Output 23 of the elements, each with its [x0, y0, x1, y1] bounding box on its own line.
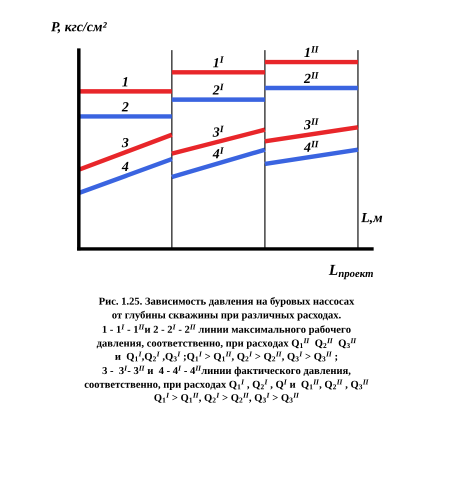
series-label: 3 [122, 138, 128, 148]
series-label: 1$^{II}$ [304, 46, 319, 57]
x-axis-title: L,м [361, 213, 382, 224]
series-label: 2$^{I}$ [212, 84, 224, 95]
text: от глубины скважины при различных расходах. [112, 310, 341, 321]
series-label: 4$^{I}$ [212, 147, 224, 158]
series-label: 4 [122, 162, 128, 171]
text: 3 - 3$^{I}$- 3$^{II}$ и 4 - 4$^{I}$ - 4$^{II}$линии фактического давления, [102, 366, 350, 376]
series-label: 2 [122, 102, 128, 112]
series-label: 2$^{II}$ [304, 72, 319, 83]
text: Рис. 1.25. Зависимость давления на буровых нассосах [98, 297, 354, 307]
series-label: 3$^{I}$ [212, 126, 224, 137]
text: и Q$_{1}$$^{I}$,Q$_{2}$$^{I}$ ,Q$_{3}$$^{I}$ ;Q$_{1}$$^{I}$ > Q$_{1}$$^{II}$, Q$_{2}$$^{I}$ > Q$_{2}$$^{II}$, Q$_{3}$$^{I}$ > Q$_{3}$$^{II}$ ; [115, 352, 338, 362]
y-axis-title: P, кгс/см² [50, 22, 107, 34]
series-label: 1 [122, 77, 128, 86]
text: Q$_{1}$$^{I}$ > Q$_{1}$$^{II}$, Q$_{2}$$^{I}$ > Q$_{2}$$^{II}$, Q$_{3}$$^{I}$ > Q$_{3}$$^{II}$ [154, 392, 300, 403]
series-label: 4$^{II}$ [304, 140, 319, 152]
series-label: 3$^{II}$ [304, 118, 319, 130]
text: 1 - 1$^{I}$ - 1$^{II}$и 2 - 2$^{I}$ - 2$^{II}$ линии максимального рабочего [102, 324, 351, 336]
series-label: 1$^{I}$ [213, 56, 224, 68]
text: L$_{проект}$ [328, 264, 373, 280]
text: соответственно, при расходах Q$_{1}$$^{I}$ , Q$_{2}$$^{I}$ , Q$^{I}$ и Q$_{1}$$^{II}$, Q$_{2}$$^{II}$ , Q$_{3}$$^{II}$ [84, 380, 369, 390]
text: давления, соответственно, при расходах Q$_{1}$$^{II}$ Q$_{2}$$^{II}$ Q$_{3}$$^{II}$ [96, 338, 356, 349]
